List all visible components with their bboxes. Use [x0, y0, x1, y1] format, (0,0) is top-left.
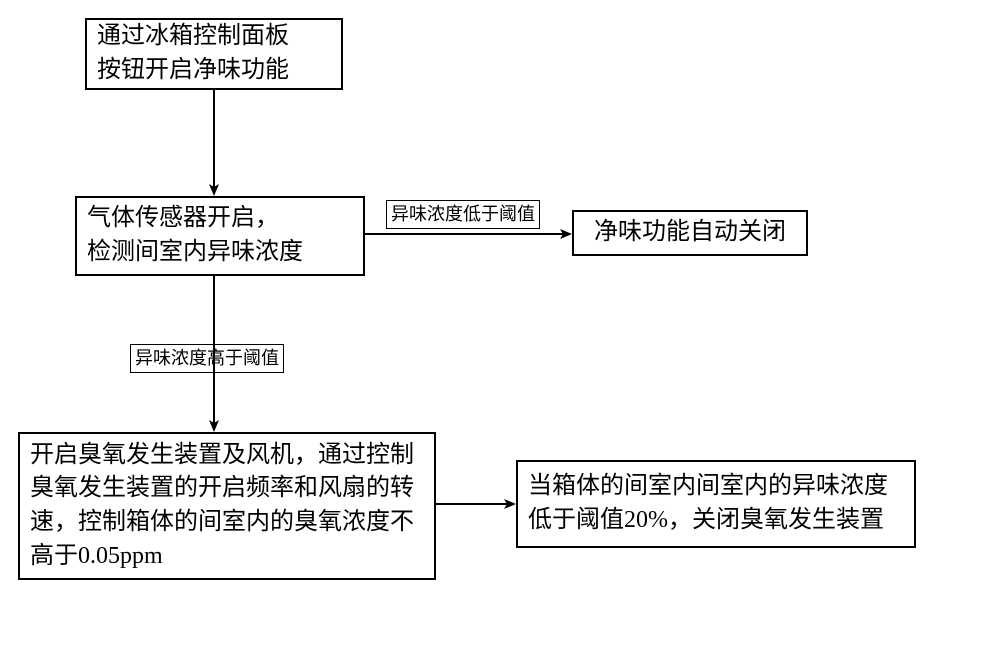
- flow-node-sensor: 气体传感器开启，检测间室内异味浓度: [75, 196, 365, 276]
- flow-node-start: 通过冰箱控制面板按钮开启净味功能: [85, 18, 343, 90]
- flow-node-ozone-off: 当箱体的间室内间室内的异味浓度低于阈值20%，关闭臭氧发生装置: [516, 460, 916, 548]
- edge-label-above-threshold: 异味浓度高于阈值: [130, 344, 284, 373]
- node-text: 通过冰箱控制面板按钮开启净味功能: [97, 20, 289, 87]
- edge-label-below-threshold: 异味浓度低于阈值: [386, 200, 540, 229]
- label-text: 异味浓度高于阈值: [135, 348, 279, 368]
- node-text: 开启臭氧发生装置及风机，通过控制臭氧发生装置的开启频率和风扇的转速，控制箱体的间…: [30, 439, 424, 573]
- flow-node-auto-off: 净味功能自动关闭: [572, 210, 808, 256]
- node-text: 当箱体的间室内间室内的异味浓度低于阈值20%，关闭臭氧发生装置: [528, 470, 904, 537]
- flow-node-ozone-on: 开启臭氧发生装置及风机，通过控制臭氧发生装置的开启频率和风扇的转速，控制箱体的间…: [18, 432, 436, 580]
- node-text: 净味功能自动关闭: [594, 216, 786, 250]
- node-text: 气体传感器开启，检测间室内异味浓度: [87, 202, 303, 269]
- flowchart-canvas: 通过冰箱控制面板按钮开启净味功能 气体传感器开启，检测间室内异味浓度 净味功能自…: [0, 0, 1000, 649]
- label-text: 异味浓度低于阈值: [391, 204, 535, 224]
